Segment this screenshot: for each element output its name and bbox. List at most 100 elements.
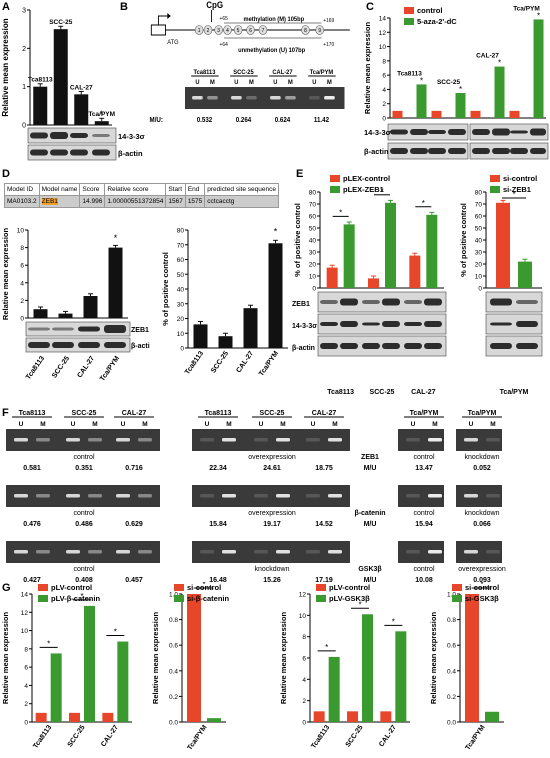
bar — [496, 202, 510, 288]
legend-label: 5-aza-2'-dC — [417, 17, 457, 26]
y-tick-label: 30 — [309, 250, 317, 257]
y-tick-label: 14 — [21, 592, 29, 599]
blot-label-actin: β-actin — [364, 147, 389, 156]
cpg-site — [233, 25, 243, 35]
mu-value: 0.581 — [23, 465, 41, 472]
cpg-site-number: 5 — [237, 28, 240, 34]
legend-label: si-control — [187, 583, 221, 592]
lane-u: U — [19, 421, 24, 428]
legend-swatch — [330, 175, 340, 182]
gel-band — [464, 550, 478, 554]
y-tick-label: 10 — [17, 228, 25, 235]
y-tick-label: 10 — [177, 331, 185, 338]
legend-swatch — [404, 18, 414, 25]
unmethylation-label: unmethylation (U) 107bp — [238, 47, 305, 54]
x-tick-label: Tca/PYM — [258, 350, 280, 378]
blot-band — [410, 129, 428, 135]
significance-star: * — [114, 628, 117, 637]
significance-star: * — [422, 199, 425, 208]
legend-swatch — [38, 595, 48, 602]
y-tick-label: 0.2 — [169, 694, 178, 701]
y-tick-label: 0 — [180, 346, 184, 353]
y-tick-label: 0.2 — [447, 694, 456, 701]
mu-value: 15.26 — [263, 577, 281, 582]
blot-band — [382, 343, 400, 349]
bar — [33, 86, 48, 125]
gel-control — [6, 485, 160, 507]
bar-category-label: Tca8113 — [397, 70, 422, 77]
blot-band — [70, 133, 88, 138]
gel-band — [324, 96, 335, 100]
gel-band — [36, 550, 50, 554]
blot-band — [390, 129, 408, 135]
lane-m: M — [432, 421, 437, 428]
bar — [465, 594, 479, 722]
blot-label-1433: 14-3-3σ — [292, 323, 317, 330]
x-tick-label: Tca/PYM — [464, 724, 486, 752]
significance-star: * — [80, 592, 83, 601]
lane-m: M — [40, 421, 45, 428]
significance-star: * — [339, 208, 342, 217]
y-tick-label: 6 — [382, 73, 386, 80]
y-tick-label: 14 — [379, 16, 387, 23]
gel-band — [270, 96, 281, 100]
gel-band — [285, 96, 296, 100]
condition-label: control — [413, 510, 434, 517]
gel-band — [200, 438, 214, 442]
bar — [509, 110, 520, 118]
bar — [362, 614, 373, 722]
gel-band — [464, 494, 478, 498]
legend-label: si-β-catenin — [187, 594, 230, 603]
y-tick-label: 2 — [24, 701, 28, 708]
y-tick-label: 20 — [177, 316, 185, 323]
blot-band — [428, 148, 446, 154]
legend-swatch — [316, 584, 326, 591]
significance-star: * — [274, 226, 278, 236]
y-tick-label: 2 — [22, 46, 26, 53]
blot-label-1433: 14-3-3σ — [364, 128, 391, 137]
significance-star: * — [498, 59, 501, 68]
y-tick-label: 6 — [20, 263, 24, 270]
th-sequence: predicted site sequence — [204, 183, 279, 196]
gel-control — [6, 541, 160, 563]
y-tick-label: 60 — [177, 257, 185, 264]
condition-label: overexpression — [248, 510, 296, 517]
bar — [268, 243, 283, 348]
gel-band — [306, 550, 320, 554]
blot-band — [28, 327, 50, 331]
mu-value: 0.052 — [473, 465, 491, 472]
y-axis-label: Relative mean expression — [279, 612, 288, 705]
cpg-site-number: 3 — [217, 28, 220, 34]
y-tick-label: 0.6 — [169, 643, 178, 650]
methylation-label: methylation (M) 105bp — [243, 16, 304, 23]
lane-u: U — [411, 421, 416, 428]
legend-label: pLV-control — [329, 583, 370, 592]
th-end: End — [184, 183, 206, 196]
cell-line-header: CAL-27 — [312, 410, 337, 417]
significance-star: * — [100, 109, 104, 119]
y-tick-label: 3 — [22, 8, 26, 15]
mu-value: 0.264 — [236, 117, 252, 124]
gel-pym-control — [398, 429, 444, 451]
lane-m: M — [332, 421, 337, 428]
blot-band — [490, 298, 512, 306]
gel-band — [116, 550, 130, 554]
th-model-id: Model ID — [4, 183, 40, 196]
bar — [392, 110, 403, 118]
legend-label: control — [417, 6, 442, 15]
mu-label: M/U: — [150, 117, 163, 124]
lane-m: M — [226, 421, 231, 428]
bar-category-label: CAL-27 — [70, 84, 93, 91]
plus169-label: +169 — [323, 18, 334, 24]
gel-band — [207, 96, 218, 100]
blot-label-actin: β-actin — [131, 343, 150, 350]
gel-band — [200, 550, 214, 554]
gel-band — [406, 550, 420, 554]
y-tick-label: 0.4 — [169, 668, 178, 675]
mu-value: 18.75 — [315, 465, 333, 472]
exon-box — [150, 24, 166, 36]
panel-c-chart: 0 2 4 6 8 10 12 14 Relative mean expression Tca81… — [364, 5, 549, 160]
bar — [102, 712, 114, 722]
gel-band — [428, 494, 442, 498]
gene-label: GSK3β — [358, 566, 382, 573]
